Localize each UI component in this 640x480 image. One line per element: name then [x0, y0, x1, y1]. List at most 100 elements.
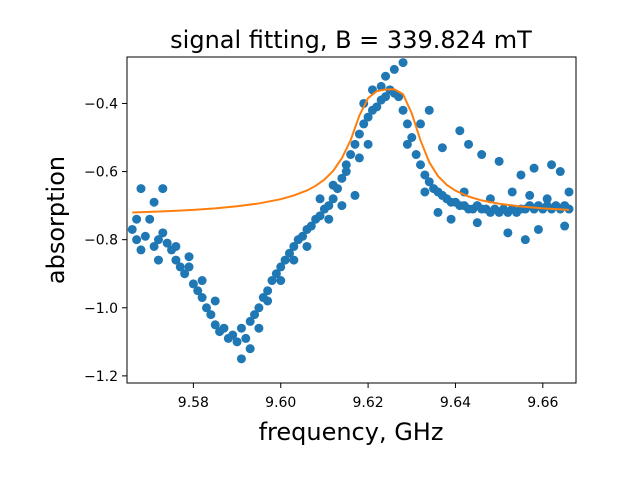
data-point: [171, 241, 181, 251]
data-point: [503, 228, 513, 238]
data-point: [136, 245, 146, 255]
data-point: [542, 194, 552, 204]
data-point: [228, 330, 238, 340]
data-point: [149, 197, 159, 207]
data-point: [477, 150, 487, 160]
data-point: [346, 150, 356, 160]
data-point: [136, 184, 146, 194]
data-point: [232, 337, 242, 347]
data-point: [149, 241, 159, 251]
data-point: [411, 150, 421, 160]
data-point: [341, 167, 351, 177]
data-point: [315, 211, 325, 221]
data-point: [180, 269, 190, 279]
data-point: [236, 323, 246, 333]
data-point: [337, 173, 347, 183]
data-point: [494, 156, 504, 166]
data-point: [127, 224, 137, 234]
y-tick-label: −1.2: [84, 369, 118, 385]
data-point: [284, 248, 294, 258]
data-point: [516, 170, 526, 180]
data-point: [289, 241, 299, 251]
data-point: [455, 126, 465, 136]
plot-background: [127, 57, 576, 383]
data-point: [564, 187, 574, 197]
data-point: [324, 201, 334, 211]
data-point: [184, 252, 194, 262]
data-point: [328, 194, 338, 204]
data-point: [560, 221, 570, 231]
data-point: [341, 160, 351, 170]
fit-curve: [132, 88, 570, 214]
data-point: [354, 153, 364, 163]
data-point: [219, 323, 229, 333]
plot-frame: [126, 56, 577, 384]
data-point: [328, 180, 338, 190]
data-point: [416, 119, 426, 129]
data-point: [206, 310, 216, 320]
data-point: [245, 316, 255, 326]
data-point: [302, 241, 312, 251]
data-point: [433, 207, 443, 217]
data-point: [472, 218, 482, 228]
data-point: [555, 167, 565, 177]
data-point: [424, 177, 434, 187]
data-point: [153, 235, 163, 245]
data-point: [158, 228, 168, 238]
y-tick-label: −1.0: [84, 301, 118, 317]
x-tick-label: 9.58: [178, 395, 209, 411]
data-point: [402, 139, 412, 149]
data-point: [245, 344, 255, 354]
data-point: [350, 190, 360, 200]
data-point: [306, 221, 316, 231]
fit-series: [132, 88, 570, 214]
data-point: [236, 354, 246, 364]
data-point: [324, 214, 334, 224]
data-point: [525, 190, 535, 200]
y-tick-label: −0.4: [84, 96, 118, 112]
data-point: [363, 112, 373, 122]
data-point: [132, 235, 142, 245]
data-point: [276, 262, 286, 272]
x-axis-label: frequency, GHz: [259, 418, 444, 446]
data-point: [158, 184, 168, 194]
data-point: [420, 170, 430, 180]
data-point: [280, 255, 290, 265]
data-point: [407, 133, 417, 143]
data-point: [210, 296, 220, 306]
x-tick-label: 9.66: [527, 395, 558, 411]
data-point: [350, 139, 360, 149]
data-point: [188, 279, 198, 289]
data-point: [389, 64, 399, 74]
x-tick-label: 9.62: [353, 395, 384, 411]
data-point: [437, 143, 447, 153]
data-point: [363, 139, 373, 149]
data-point: [289, 255, 299, 265]
data-point: [263, 286, 273, 296]
data-point: [372, 102, 382, 112]
data-point: [210, 320, 220, 330]
data-point: [337, 201, 347, 211]
data-point: [175, 262, 185, 272]
data-point: [254, 323, 264, 333]
data-point: [276, 276, 286, 286]
data-point: [529, 163, 539, 173]
data-point: [547, 160, 557, 170]
data-point: [520, 235, 530, 245]
x-tick-label: 9.60: [265, 395, 296, 411]
data-point: [132, 214, 142, 224]
y-tick-label: −0.8: [84, 233, 118, 249]
data-point: [315, 194, 325, 204]
data-point: [140, 231, 150, 241]
x-axis: 9.58 9.60 9.62 9.64 9.66: [178, 383, 558, 411]
data-point: [263, 296, 273, 306]
data-point: [420, 187, 430, 197]
data-point: [153, 255, 163, 265]
data-point: [241, 333, 251, 343]
y-axis: −1.2 −1.0 −0.8 −0.6 −0.4: [84, 96, 127, 385]
data-point: [298, 231, 308, 241]
data-point: [197, 276, 207, 286]
data-point: [271, 269, 281, 279]
data-point: [398, 58, 408, 68]
